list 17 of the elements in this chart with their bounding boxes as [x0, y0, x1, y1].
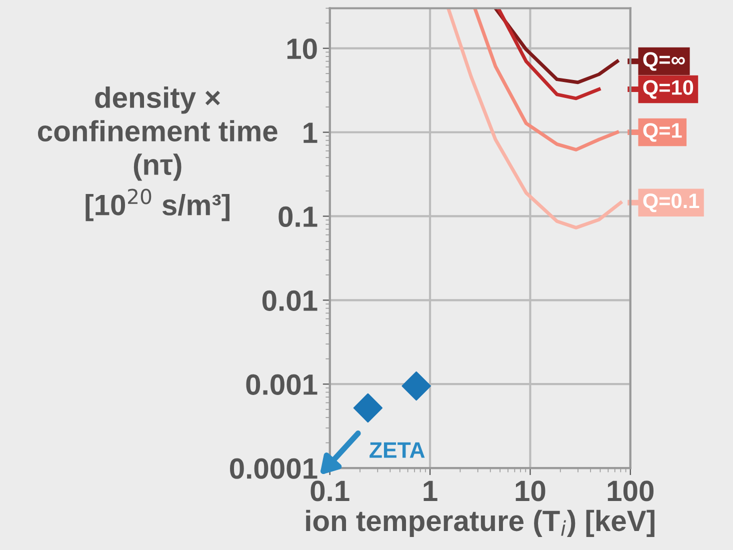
legend-label: Q=1 — [643, 123, 682, 142]
y-axis-title: density × confinement time (nτ) [10$^{20}$ s/m³] — [38, 86, 278, 222]
legend-label: Q=0.1 — [643, 193, 700, 212]
x-tick-label: 1 — [424, 480, 438, 501]
annotation: ZETA — [370, 442, 425, 458]
x-tick-label: 0.1 — [310, 480, 350, 502]
y-tick-label: 0.001 — [246, 374, 318, 395]
legend-label: Q=10 — [643, 80, 694, 99]
y-tick-label: 0.1 — [278, 206, 318, 228]
y-tick-label: 0.0001 — [230, 458, 318, 479]
y-tick-label: 1 — [304, 122, 318, 143]
y-tick-label: 10 — [287, 38, 317, 60]
legend-label: Q=∞ — [643, 52, 685, 71]
x-tick-label: 10 — [516, 480, 546, 502]
x-tick-label: 100 — [608, 480, 654, 502]
x-axis-title: ion temperature (T$_{i}$) [keV] — [306, 510, 654, 538]
y-tick-label: 0.01 — [262, 290, 318, 312]
